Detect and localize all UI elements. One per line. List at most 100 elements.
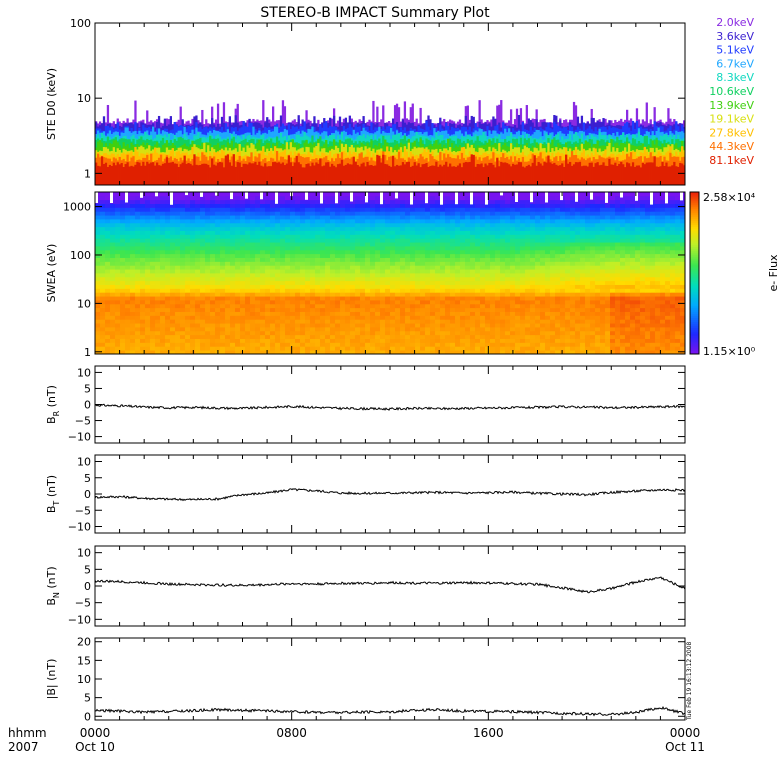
heatmap-cell — [350, 315, 356, 320]
heatmap-cell — [450, 307, 456, 312]
heatmap-cell — [410, 350, 416, 355]
heatmap-cell — [415, 338, 421, 343]
heatmap-cell — [190, 330, 196, 336]
heatmap-cell — [575, 327, 581, 332]
heatmap-cell — [335, 338, 341, 343]
heatmap-cell — [480, 338, 486, 343]
heatmap-cell — [235, 307, 241, 312]
heatmap-cell — [230, 346, 236, 351]
heatmap-cell — [225, 323, 231, 328]
heatmap-cell — [480, 346, 486, 351]
ste-bar — [521, 166, 525, 185]
heatmap-cell — [365, 319, 371, 324]
heatmap-cell — [295, 319, 301, 324]
heatmap-cell — [370, 300, 376, 305]
heatmap-cell — [500, 350, 506, 355]
heatmap-cell — [465, 319, 471, 324]
heatmap-cell — [310, 315, 316, 320]
heatmap-cell — [420, 315, 426, 320]
heatmap-cell — [270, 303, 276, 309]
heatmap-cell — [130, 338, 136, 343]
heatmap-cell — [570, 327, 576, 332]
heatmap-cell — [300, 338, 306, 343]
heatmap-cell — [185, 315, 191, 320]
heatmap-cell — [550, 303, 556, 309]
heatmap-cell — [460, 303, 466, 309]
heatmap-cell — [520, 342, 526, 347]
ste-bar — [258, 161, 261, 185]
heatmap-cell — [365, 334, 371, 339]
heatmap-cell — [545, 303, 551, 309]
heatmap-cell — [580, 342, 586, 347]
heatmap-cell — [520, 338, 526, 343]
heatmap-cell — [425, 307, 431, 312]
heatmap-cell — [120, 346, 126, 351]
ste-bar — [207, 164, 210, 185]
heatmap-cell — [160, 350, 166, 355]
heatmap-cell — [560, 319, 566, 324]
heatmap-cell — [465, 334, 471, 339]
heatmap-cell — [275, 338, 281, 343]
heatmap-cell — [455, 315, 461, 320]
heatmap-cell — [305, 315, 311, 320]
ste-bar — [563, 166, 566, 185]
heatmap-cell — [570, 311, 576, 316]
heatmap-cell — [190, 307, 196, 312]
heatmap-cell — [590, 330, 596, 336]
heatmap-cell — [430, 311, 436, 316]
heatmap-cell — [560, 307, 566, 312]
heatmap-cell — [635, 319, 641, 324]
heatmap-cell — [350, 319, 356, 324]
heatmap-cell — [340, 311, 346, 316]
heatmap-cell — [110, 319, 116, 324]
heatmap-cell — [510, 346, 516, 351]
ste-bar — [130, 165, 133, 185]
heatmap-cell — [540, 346, 546, 351]
heatmap-cell — [435, 330, 441, 336]
ste-bar — [132, 166, 135, 185]
heatmap-cell — [135, 350, 141, 355]
heatmap-cell — [330, 300, 336, 305]
heatmap-cell — [410, 315, 416, 320]
heatmap-cell — [605, 315, 611, 320]
heatmap-cell — [620, 330, 626, 336]
heatmap-cell — [205, 311, 211, 316]
ste-bar — [346, 163, 349, 185]
ste-bar — [474, 166, 477, 185]
heatmap-cell — [305, 350, 311, 355]
heatmap-cell — [405, 327, 411, 332]
heatmap-cell — [280, 311, 286, 316]
heatmap-cell — [300, 303, 306, 309]
heatmap-cell — [590, 338, 596, 343]
heatmap-cell — [565, 307, 571, 312]
heatmap-cell — [150, 311, 156, 316]
heatmap-cell — [240, 330, 246, 336]
ste-bar — [183, 155, 186, 185]
heatmap-cell — [185, 346, 191, 351]
heatmap-cell — [415, 323, 421, 328]
heatmap-cell — [620, 323, 626, 328]
heatmap-cell — [240, 327, 246, 332]
heatmap-cell — [225, 346, 231, 351]
heatmap-cell — [290, 307, 296, 312]
heatmap-cell — [150, 307, 156, 312]
ste-bar — [358, 166, 361, 185]
heatmap-cell — [225, 350, 231, 355]
heatmap-cell — [230, 311, 236, 316]
heatmap-cell — [675, 315, 681, 320]
ste-legend-item: 10.6keV — [709, 85, 754, 98]
heatmap-cell — [350, 334, 356, 339]
heatmap-cell — [250, 323, 256, 328]
heatmap-cell — [355, 315, 361, 320]
heatmap-cell — [470, 319, 476, 324]
heatmap-cell — [460, 338, 466, 343]
heatmap-cell — [390, 315, 396, 320]
heatmap-cell — [100, 342, 106, 347]
heatmap-cell — [675, 338, 681, 343]
heatmap-cell — [325, 323, 331, 328]
ste-bar — [360, 163, 363, 185]
heatmap-cell — [185, 311, 191, 316]
heatmap-cell — [450, 315, 456, 320]
heatmap-cell — [680, 315, 686, 320]
heatmap-cell — [535, 327, 541, 332]
